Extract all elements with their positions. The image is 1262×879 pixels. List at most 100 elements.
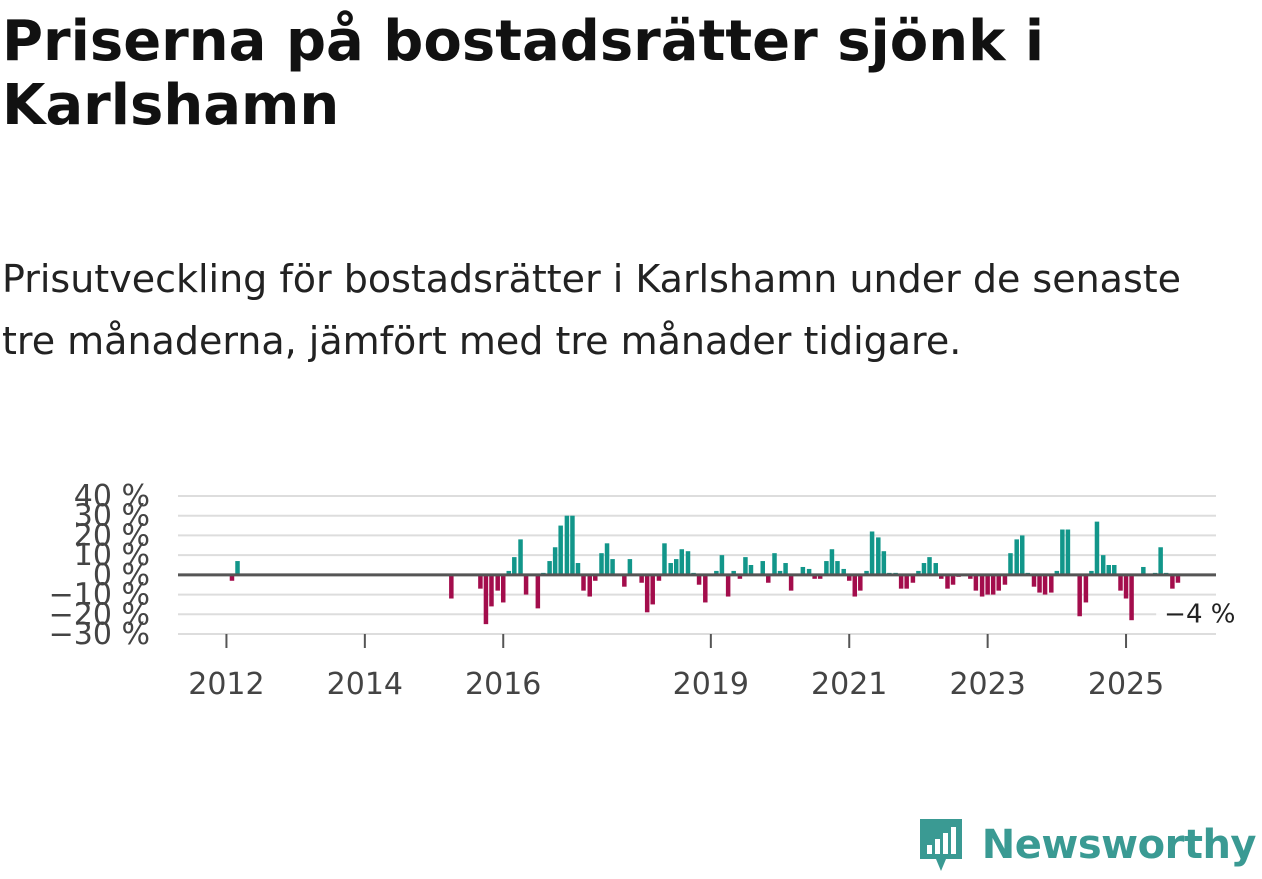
bar [725,574,731,597]
bar [656,574,662,581]
bar [743,557,748,575]
y-tick-label: 30 % [74,499,150,534]
x-axis: 2012 2014 2016 2019 2021 2023 2025 [188,634,1164,702]
bar [1175,574,1181,583]
newsworthy-logo-icon [919,819,962,871]
bar [599,553,604,575]
bar [864,570,869,575]
x-tick-label: 2025 [1088,667,1164,702]
bar [229,574,235,581]
bar [973,574,979,591]
bar [575,563,581,575]
x-tick-label: 2012 [188,667,264,702]
bar [772,553,777,575]
bar [1054,570,1060,575]
bar [869,531,875,575]
bar [1100,555,1106,575]
x-tick-label: 2023 [949,667,1025,702]
bar [547,561,552,575]
bar [1008,553,1013,575]
bar [1089,570,1094,575]
bar [512,557,517,575]
bar [1049,574,1054,593]
bar [685,551,691,575]
bar [506,570,512,575]
bar [1112,565,1117,575]
bar [881,551,887,575]
bar [939,574,944,579]
y-tick-label: −10 % [49,578,150,613]
bar [806,568,812,575]
bar [570,515,575,575]
bar [910,574,916,583]
annotation-background [1156,596,1247,631]
brand-name: Newsworthy [981,822,1257,868]
bar [777,570,783,575]
bar [489,574,494,607]
bar [933,563,938,575]
bar [1077,574,1082,617]
y-axis: 40 %30 %20 %10 %0 %−10 %−20 %−30 % [49,479,150,652]
bar [876,537,881,575]
bar [737,574,743,579]
bar [835,561,840,575]
bar [622,574,627,587]
bar [1083,574,1089,603]
bar [478,574,483,589]
bar [662,543,667,575]
bar [668,563,673,575]
bar [783,563,788,575]
bar [968,574,973,579]
bar [748,565,754,575]
y-tick-label: 0 % [93,558,150,593]
bar [985,574,990,595]
bar [593,574,598,581]
bar [1170,574,1175,589]
bar [990,574,996,595]
headline: Priserna på bostadsrätter sjönk i Karlsh… [2,9,1045,138]
bar [788,574,794,591]
bar [535,574,541,609]
bar [518,539,523,575]
bar [950,574,956,585]
bar [945,574,950,589]
bar [766,574,771,583]
bar [858,574,863,591]
bar [996,574,1001,591]
bar [1042,574,1048,595]
bar [627,559,633,575]
last-value-label: −4 % [1164,600,1235,630]
bar [500,574,506,603]
bar [921,563,927,575]
y-tick-label: 20 % [74,518,150,553]
bar [644,574,650,613]
bar [483,574,489,625]
bar [558,525,563,575]
bar [650,574,655,605]
bar [587,574,592,597]
bar [1094,521,1100,575]
bar [679,549,685,575]
bar [824,561,829,575]
bar [1123,574,1129,599]
bar [1106,565,1111,575]
bar [673,559,679,575]
y-tick-label: −20 % [49,597,150,632]
bar [696,574,702,585]
bar [817,574,823,579]
bar [604,543,610,575]
bar [1019,535,1025,575]
bar [898,574,904,589]
bar [1129,574,1134,621]
bar [610,559,615,575]
y-tick-label: 10 % [74,538,150,573]
x-tick-label: 2019 [673,667,749,702]
bar [1141,566,1146,575]
bar [812,574,817,579]
annotation: −4 % [1156,596,1247,631]
bar [581,574,586,591]
y-tick-label: 40 % [74,479,150,514]
bar [904,574,909,589]
bar [639,574,644,583]
bar [927,557,932,575]
